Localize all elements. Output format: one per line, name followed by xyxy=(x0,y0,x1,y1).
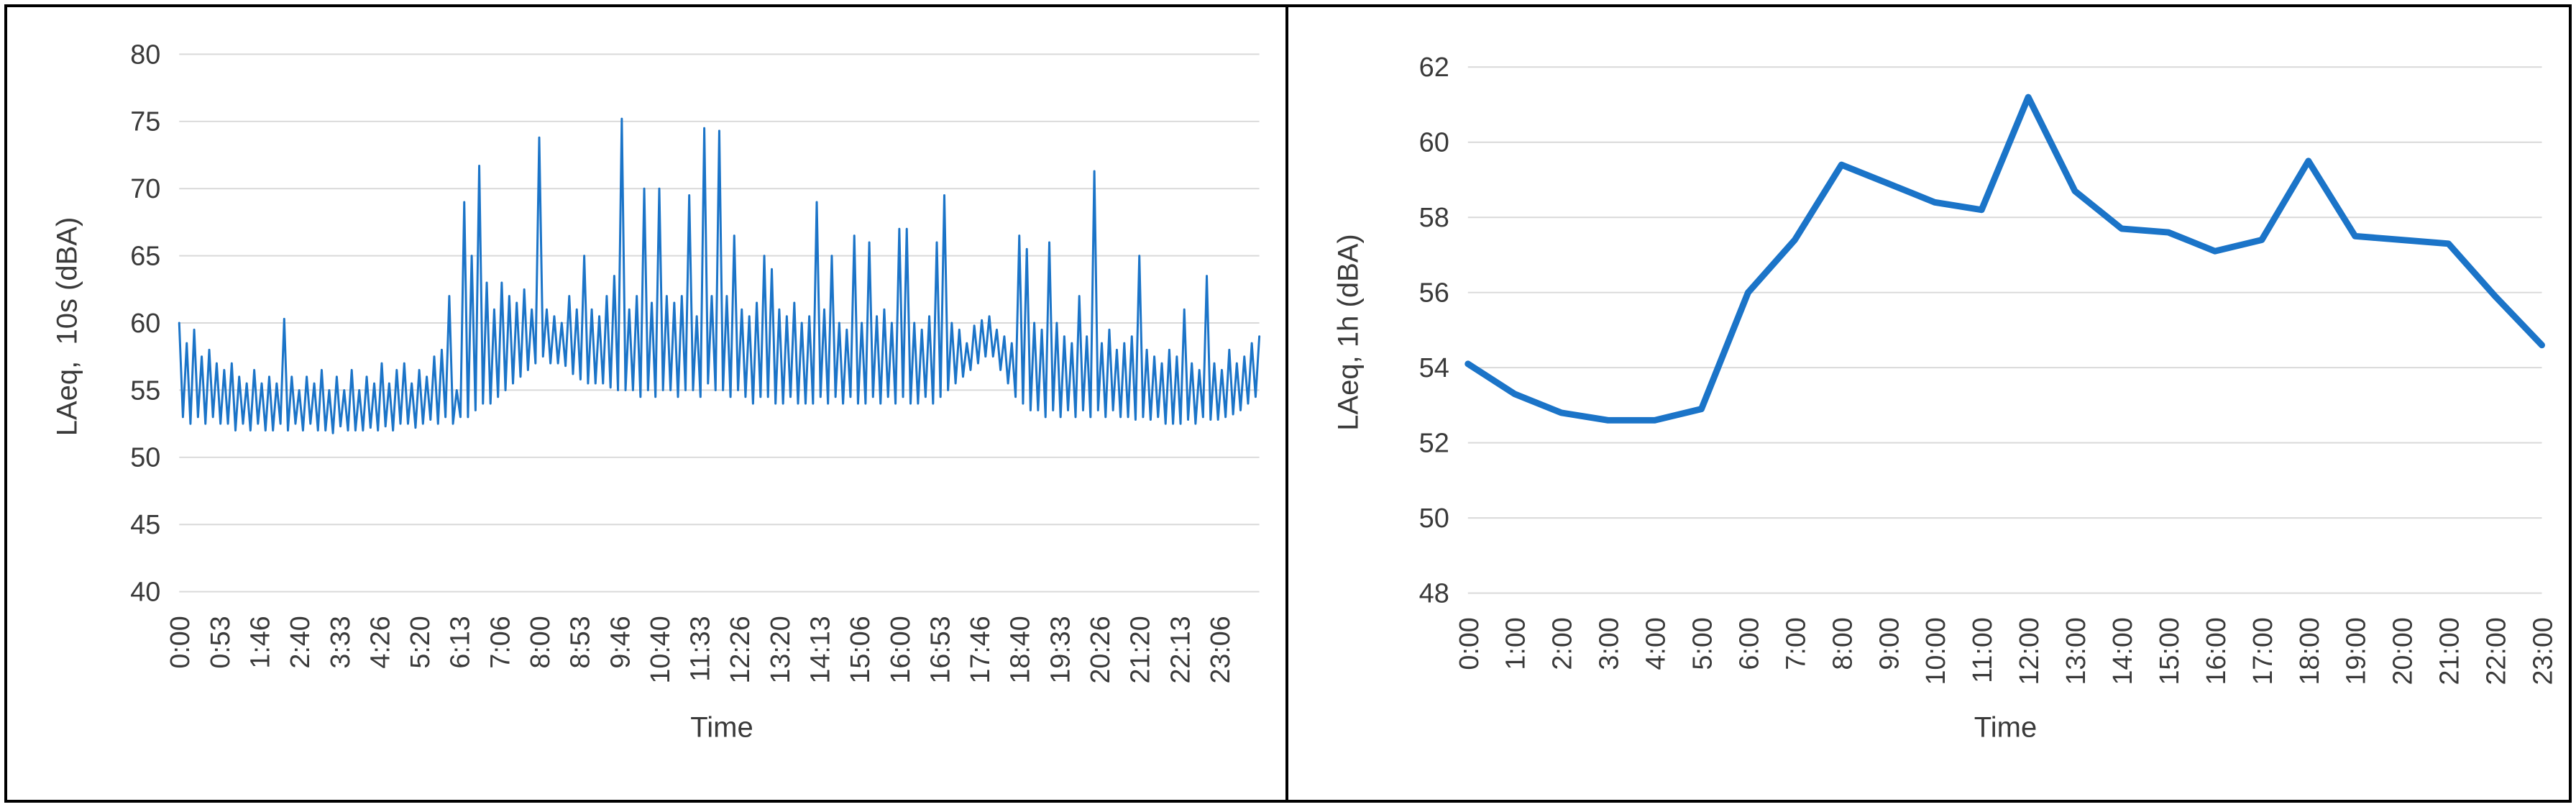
x-tick-label: 0:00 xyxy=(1454,617,1484,670)
gridlines xyxy=(1467,66,2542,594)
laeq-1h-chart: 48 50 52 54 56 58 60 62 0:00 1:00 2:00 3:00 4:00 5:00… xyxy=(1418,53,2558,685)
x-tick-label: 8:53 xyxy=(566,616,596,668)
x-tick-label: 2:40 xyxy=(285,616,316,668)
x-tick-label: 16:00 xyxy=(2201,617,2231,685)
x-tick-label: 1:46 xyxy=(245,616,275,668)
x-tick-label: 10:00 xyxy=(1921,617,1951,685)
x-tick-label: 3:33 xyxy=(326,616,356,668)
x-tick-label: 20:26 xyxy=(1086,616,1116,683)
x-tick-label: 12:00 xyxy=(2014,617,2044,685)
x-tick-label: 23:06 xyxy=(1206,616,1236,683)
x-axis-title-right: Time xyxy=(1974,711,2038,744)
x-tick-label: 13:20 xyxy=(766,616,796,683)
x-tick-label: 17:00 xyxy=(2247,617,2278,685)
x-tick-label: 14:13 xyxy=(805,616,835,683)
laeq-10s-chart: 40 45 50 55 60 65 70 75 80 0:00 0:53 1:46 2:40 3:33 4:… xyxy=(130,40,1261,684)
x-tick-label: 5:20 xyxy=(405,616,436,668)
x-axis-tick-labels: 0:00 0:53 1:46 2:40 3:33 4:26 5:20 6:13 7:06 8:00… xyxy=(165,616,1236,683)
x-tick-label: 3:00 xyxy=(1594,617,1624,670)
chart-panel-laeq-10s: 40 45 50 55 60 65 70 75 80 0:00 0:53 1:46 2:40 3:33 4:… xyxy=(7,7,1288,800)
x-tick-label: 7:00 xyxy=(1781,617,1811,670)
laeq-10s-series-line xyxy=(178,117,1261,434)
x-tick-label: 10:40 xyxy=(646,616,676,683)
laeq-1h-series-line xyxy=(1464,94,2545,424)
x-tick-label: 22:13 xyxy=(1165,616,1196,683)
x-tick-label: 18:40 xyxy=(1006,616,1036,683)
x-tick-label: 1:00 xyxy=(1500,617,1531,670)
y-tick-label: 40 xyxy=(130,578,160,608)
x-tick-label: 9:46 xyxy=(605,616,636,668)
y-tick-label: 54 xyxy=(1418,353,1449,383)
y-axis-tick-labels: 40 45 50 55 60 65 70 75 80 xyxy=(130,40,160,607)
y-tick-label: 70 xyxy=(130,174,160,204)
x-tick-label: 6:13 xyxy=(446,616,476,668)
y-tick-label: 62 xyxy=(1418,53,1449,83)
x-tick-label: 21:20 xyxy=(1126,616,1156,683)
x-tick-label: 4:26 xyxy=(365,616,395,668)
y-tick-label: 56 xyxy=(1418,278,1449,309)
x-tick-label: 11:33 xyxy=(685,616,715,681)
x-tick-label: 14:00 xyxy=(2107,617,2137,685)
figure-frame: 40 45 50 55 60 65 70 75 80 0:00 0:53 1:46 2:40 3:33 4:… xyxy=(4,4,2572,803)
y-tick-label: 75 xyxy=(130,107,160,137)
x-tick-label: 17:46 xyxy=(966,616,996,683)
x-tick-label: 22:00 xyxy=(2481,617,2511,685)
x-tick-label: 2:00 xyxy=(1547,617,1577,670)
y-tick-label: 58 xyxy=(1418,203,1449,233)
x-tick-label: 15:06 xyxy=(845,616,876,683)
x-tick-label: 23:00 xyxy=(2528,617,2558,685)
x-tick-label: 13:00 xyxy=(2061,617,2091,685)
chart-panel-laeq-1h: 48 50 52 54 56 58 60 62 0:00 1:00 2:00 3:00 4:00 5:00… xyxy=(1288,7,2569,800)
y-tick-label: 45 xyxy=(130,510,160,540)
x-tick-label: 11:00 xyxy=(1968,617,1998,683)
y-tick-label: 55 xyxy=(130,375,160,406)
x-tick-label: 9:00 xyxy=(1874,617,1905,670)
y-tick-label: 60 xyxy=(1418,128,1449,158)
x-tick-label: 16:00 xyxy=(886,616,916,683)
y-axis-tick-labels: 48 50 52 54 56 58 60 62 xyxy=(1418,53,1449,608)
y-tick-label: 80 xyxy=(130,40,160,70)
x-axis-title-left: Time xyxy=(690,711,753,744)
x-tick-label: 19:33 xyxy=(1045,616,1076,683)
y-tick-label: 60 xyxy=(130,309,160,339)
x-tick-label: 6:00 xyxy=(1734,617,1764,670)
x-tick-label: 12:26 xyxy=(725,616,756,683)
x-tick-label: 8:00 xyxy=(526,616,556,668)
y-tick-label: 50 xyxy=(130,443,160,473)
x-tick-label: 20:00 xyxy=(2388,617,2418,685)
x-tick-label: 18:00 xyxy=(2294,617,2324,685)
x-tick-label: 19:00 xyxy=(2341,617,2371,685)
y-axis-title-left: LAeq, 10s (dBA) xyxy=(51,216,83,437)
x-tick-label: 16:53 xyxy=(925,616,955,683)
y-axis-title-right: LAeq, 1h (dBA) xyxy=(1332,234,1364,431)
x-tick-label: 0:53 xyxy=(206,616,236,668)
x-tick-label: 5:00 xyxy=(1687,617,1718,670)
y-tick-label: 65 xyxy=(130,242,160,272)
y-tick-label: 50 xyxy=(1418,503,1449,534)
x-axis-tick-labels: 0:00 1:00 2:00 3:00 4:00 5:00 6:00 7:00 8:00 9:00… xyxy=(1454,617,2558,685)
x-tick-label: 0:00 xyxy=(165,616,196,668)
x-tick-label: 15:00 xyxy=(2154,617,2184,685)
x-tick-label: 21:00 xyxy=(2434,617,2465,685)
x-tick-label: 4:00 xyxy=(1641,617,1671,670)
x-tick-label: 7:06 xyxy=(485,616,515,668)
y-tick-label: 48 xyxy=(1418,579,1449,609)
x-tick-label: 8:00 xyxy=(1828,617,1858,670)
y-tick-label: 52 xyxy=(1418,429,1449,459)
